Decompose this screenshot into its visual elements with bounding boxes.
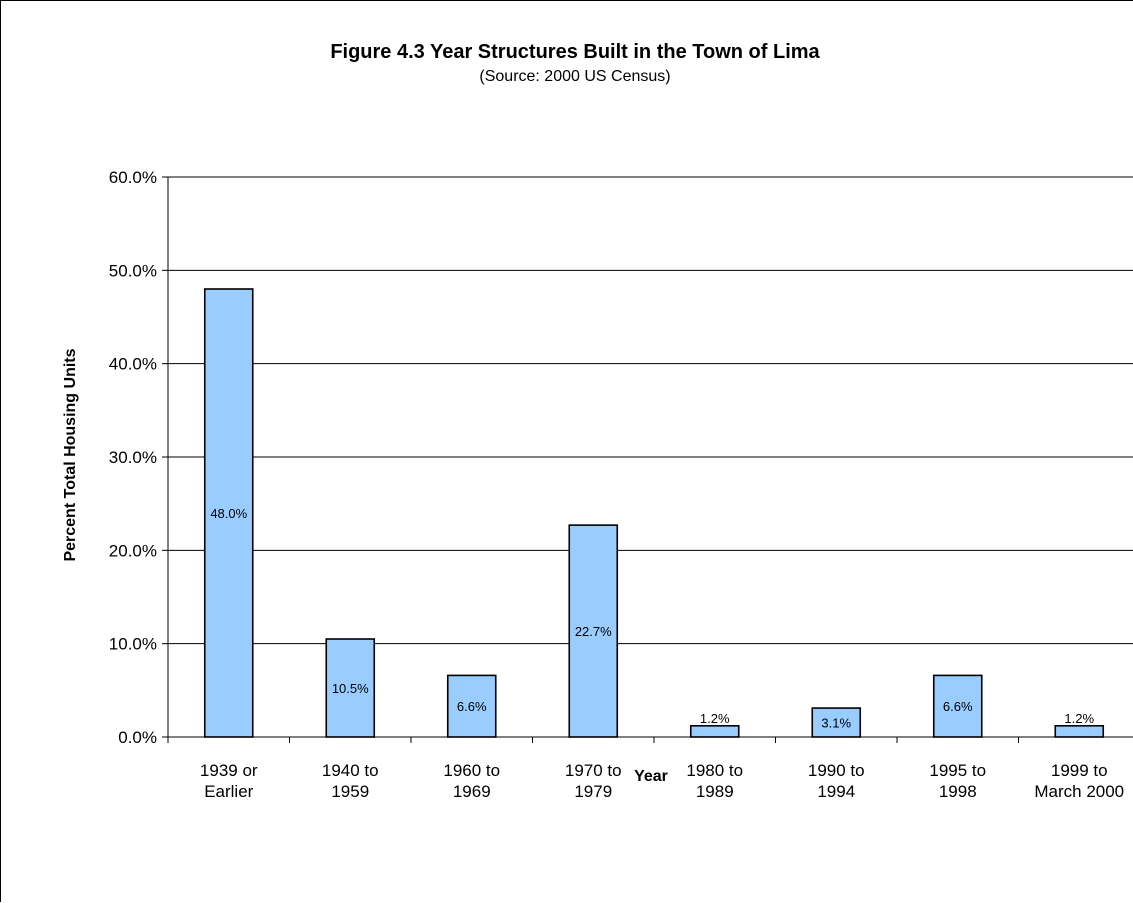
data-label: 48.0% bbox=[210, 506, 247, 521]
y-tick-label: 50.0% bbox=[109, 261, 157, 280]
x-tick-label: 1980 to 1989 bbox=[686, 761, 743, 801]
bar bbox=[932, 674, 983, 738]
x-tick-label: 1995 to 1998 bbox=[929, 761, 986, 801]
gridlines bbox=[168, 176, 1133, 645]
chart-subtitle: (Source: 2000 US Census) bbox=[479, 68, 670, 85]
bars bbox=[203, 288, 1105, 738]
x-tick-label: 1990 to 1994 bbox=[808, 761, 865, 801]
bar bbox=[811, 707, 862, 738]
axes bbox=[162, 176, 1133, 743]
y-axis-tick-labels: 0.0% 10.0% 20.0% 30.0% 40.0% 50.0% 60.0% bbox=[109, 168, 157, 747]
y-tick-label: 40.0% bbox=[109, 355, 157, 374]
y-axis-title: Percent Total Housing Units bbox=[62, 348, 79, 561]
bar bbox=[568, 524, 619, 738]
data-label: 10.5% bbox=[332, 681, 369, 696]
x-tick-label: 1939 or Earlier bbox=[200, 761, 258, 801]
data-label: 6.6% bbox=[457, 699, 487, 714]
data-label: 6.6% bbox=[943, 699, 973, 714]
chart-title: Figure 4.3 Year Structures Built in the … bbox=[330, 41, 820, 63]
data-label: 1.2% bbox=[700, 711, 730, 726]
y-tick-label: 0.0% bbox=[118, 728, 157, 747]
bar bbox=[1054, 724, 1105, 738]
y-tick-label: 10.0% bbox=[109, 635, 157, 654]
x-tick-label: 1940 to 1959 bbox=[322, 761, 379, 801]
data-label: 3.1% bbox=[821, 716, 851, 731]
y-tick-label: 20.0% bbox=[109, 541, 157, 560]
x-axis-tick-labels: 1939 or Earlier 1940 to 1959 1960 to 1969 1970… bbox=[200, 761, 1124, 801]
y-tick-label: 30.0% bbox=[109, 448, 157, 467]
y-tick-label: 60.0% bbox=[109, 168, 157, 187]
data-label: 22.7% bbox=[575, 624, 612, 639]
x-axis-title: Year bbox=[634, 768, 668, 785]
x-tick-label: 1970 to 1979 bbox=[565, 761, 622, 801]
bar bbox=[446, 674, 497, 738]
x-tick-label: 1999 to March 2000 bbox=[1034, 761, 1124, 801]
data-label: 1.2% bbox=[1064, 711, 1094, 726]
x-tick-label: 1960 to 1969 bbox=[443, 761, 500, 801]
bar bbox=[689, 724, 740, 738]
data-labels: 48.0% 10.5% 6.6% 22.7% 1.2% 3.1% 6.6% 1.2% bbox=[210, 506, 1094, 731]
bar bbox=[325, 638, 376, 738]
